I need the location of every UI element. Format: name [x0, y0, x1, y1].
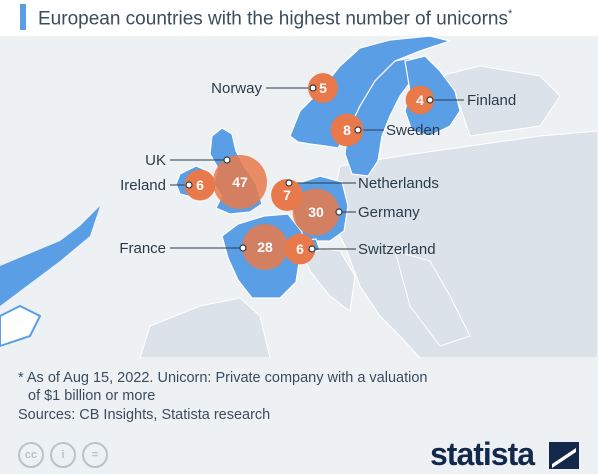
value-label-germany: 30	[308, 204, 324, 220]
license-icons: cc i =	[18, 442, 108, 468]
footnote-line-1: * As of Aug 15, 2022. Unicorn: Private c…	[18, 370, 428, 386]
country-label-france: France	[119, 240, 166, 257]
bubble-germany	[292, 188, 340, 236]
nd-icon[interactable]: =	[82, 442, 108, 468]
europe-map: 5 Norway 4 Finland 8 Sweden 47 UK 6 Ireland 7 Nethe…	[0, 36, 598, 358]
country-label-uk: UK	[145, 152, 166, 169]
bubble-france	[242, 224, 288, 270]
base-land	[0, 65, 598, 358]
country-label-norway: Norway	[211, 80, 262, 97]
marker-dot-france	[239, 244, 247, 252]
chart-title: European countries with the highest numb…	[38, 8, 513, 30]
marker-dot-finland	[426, 96, 434, 104]
country-label-ireland: Ireland	[120, 177, 166, 194]
marker-dot-switzerland	[308, 245, 316, 253]
bubble-switzerland	[284, 233, 316, 265]
country-label-netherlands: Netherlands	[358, 175, 439, 192]
value-label-finland: 4	[416, 92, 424, 108]
country-label-switzerland: Switzerland	[358, 241, 436, 258]
statista-logo-icon	[549, 442, 579, 469]
by-icon[interactable]: i	[50, 442, 76, 468]
cc-icon[interactable]: cc	[18, 442, 44, 468]
country-label-germany: Germany	[358, 204, 420, 221]
footnote: * As of Aug 15, 2022. Unicorn: Private c…	[18, 369, 488, 405]
value-label-netherlands: 7	[283, 187, 291, 203]
bubble-finland	[405, 85, 435, 115]
title-accent-bar	[20, 4, 26, 30]
marker-dot-norway	[309, 84, 317, 92]
value-label-norway: 5	[319, 80, 327, 96]
country-label-sweden: Sweden	[386, 122, 440, 139]
region-sweden	[344, 57, 416, 177]
statista-logo[interactable]: statista	[430, 436, 535, 472]
value-label-switzerland: 6	[296, 241, 304, 257]
bubble-uk	[213, 155, 267, 209]
marker-dot-netherlands	[285, 179, 293, 187]
footnote-line-2: of $1 billion or more	[28, 388, 156, 404]
country-label-finland: Finland	[467, 92, 516, 109]
region-norway	[289, 36, 453, 149]
bubble-norway	[308, 73, 338, 103]
map-annotations: 5 Norway 4 Finland 8 Sweden 47 UK 6 Ireland 7 Nethe…	[119, 73, 516, 270]
value-label-france: 28	[257, 239, 273, 255]
bubble-ireland	[184, 169, 216, 201]
sources: Sources: CB Insights, Statista research	[18, 407, 271, 423]
marker-dot-sweden	[354, 126, 362, 134]
marker-dot-uk	[223, 156, 231, 164]
header: European countries with the highest numb…	[0, 0, 598, 36]
marker-dot-germany	[335, 208, 343, 216]
value-label-sweden: 8	[343, 122, 351, 138]
value-label-ireland: 6	[196, 177, 204, 193]
marker-dot-ireland	[185, 181, 193, 189]
bubble-sweden	[330, 113, 364, 147]
value-label-uk: 47	[232, 174, 248, 190]
